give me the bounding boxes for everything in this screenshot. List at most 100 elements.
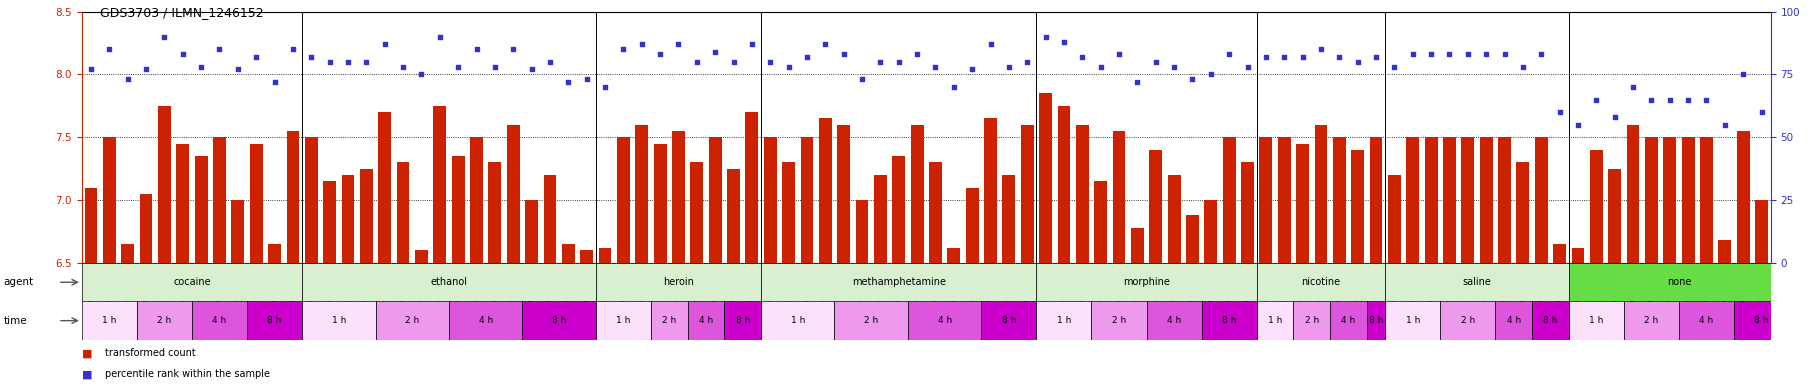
Bar xyxy=(1094,181,1107,263)
Point xyxy=(1013,59,1042,65)
Bar xyxy=(489,162,502,263)
Text: 1 h: 1 h xyxy=(616,316,631,325)
Bar xyxy=(1147,301,1202,340)
Bar xyxy=(1534,137,1547,263)
Point xyxy=(333,59,362,65)
Bar xyxy=(1293,301,1331,340)
Text: 1 h: 1 h xyxy=(102,316,116,325)
Bar xyxy=(302,301,376,340)
Bar xyxy=(984,118,996,263)
Bar xyxy=(231,200,244,263)
Bar xyxy=(1058,106,1071,263)
Point xyxy=(940,84,969,90)
Point xyxy=(1711,122,1740,128)
Bar xyxy=(471,137,484,263)
Bar xyxy=(1569,263,1789,301)
Point xyxy=(958,66,987,73)
Bar xyxy=(1202,301,1256,340)
Point xyxy=(884,59,913,65)
Bar xyxy=(1331,301,1367,340)
Bar xyxy=(709,137,722,263)
Text: nicotine: nicotine xyxy=(1302,277,1340,287)
Bar xyxy=(947,248,960,263)
Bar xyxy=(1569,301,1623,340)
Bar xyxy=(762,301,834,340)
Point xyxy=(1509,64,1538,70)
Bar xyxy=(1385,301,1440,340)
Bar xyxy=(562,244,574,263)
Point xyxy=(1380,64,1409,70)
Bar xyxy=(745,112,758,263)
Bar xyxy=(82,301,136,340)
Bar xyxy=(1680,301,1734,340)
Point xyxy=(1269,54,1298,60)
Bar xyxy=(1256,301,1293,340)
Bar xyxy=(1296,144,1309,263)
Point xyxy=(534,59,564,65)
Text: 2 h: 2 h xyxy=(405,316,420,325)
Point xyxy=(994,64,1024,70)
Point xyxy=(1453,51,1482,57)
Point xyxy=(1160,64,1189,70)
Point xyxy=(444,64,473,70)
Bar xyxy=(85,188,98,263)
Text: 4 h: 4 h xyxy=(213,316,227,325)
Text: 8 h: 8 h xyxy=(1543,316,1558,325)
Bar xyxy=(449,301,522,340)
Point xyxy=(1067,54,1096,60)
Point xyxy=(1142,59,1171,65)
Text: transformed count: transformed count xyxy=(105,348,196,358)
Point xyxy=(113,76,142,83)
Point xyxy=(756,59,785,65)
Bar xyxy=(1443,137,1456,263)
Text: 4 h: 4 h xyxy=(1342,316,1356,325)
Point xyxy=(462,46,491,52)
Point xyxy=(498,46,527,52)
Point xyxy=(205,46,235,52)
Bar xyxy=(1718,240,1731,263)
Bar xyxy=(1242,162,1254,263)
Point xyxy=(1636,96,1665,103)
Text: 2 h: 2 h xyxy=(1643,316,1658,325)
Bar xyxy=(834,301,907,340)
Bar xyxy=(1609,169,1622,263)
Bar xyxy=(433,106,445,263)
Bar xyxy=(122,244,135,263)
Point xyxy=(664,41,693,47)
Bar xyxy=(982,301,1036,340)
Bar xyxy=(874,175,887,263)
Bar xyxy=(929,162,942,263)
Bar xyxy=(1516,162,1529,263)
Point xyxy=(1491,51,1520,57)
Point xyxy=(1214,51,1244,57)
Bar xyxy=(507,125,520,263)
Bar xyxy=(762,263,1036,301)
Bar xyxy=(1036,301,1091,340)
Bar xyxy=(782,162,794,263)
Bar xyxy=(176,144,189,263)
Point xyxy=(1654,96,1683,103)
Bar xyxy=(893,156,905,263)
Text: 4 h: 4 h xyxy=(938,316,953,325)
Bar xyxy=(673,131,685,263)
Point xyxy=(847,76,876,83)
Point xyxy=(1031,34,1060,40)
Text: 4 h: 4 h xyxy=(1700,316,1714,325)
Bar xyxy=(1736,131,1749,263)
Point xyxy=(609,46,638,52)
Point xyxy=(811,41,840,47)
Text: 2 h: 2 h xyxy=(1305,316,1318,325)
Point xyxy=(1693,96,1722,103)
Bar xyxy=(1425,137,1438,263)
Bar xyxy=(596,301,651,340)
Point xyxy=(95,46,124,52)
Point xyxy=(627,41,656,47)
Point xyxy=(1527,51,1556,57)
Point xyxy=(1563,122,1593,128)
Point xyxy=(554,79,584,85)
Point xyxy=(1085,64,1114,70)
Bar xyxy=(1256,263,1385,301)
Text: 1 h: 1 h xyxy=(1405,316,1420,325)
Bar xyxy=(1076,125,1089,263)
Text: percentile rank within the sample: percentile rank within the sample xyxy=(105,369,271,379)
